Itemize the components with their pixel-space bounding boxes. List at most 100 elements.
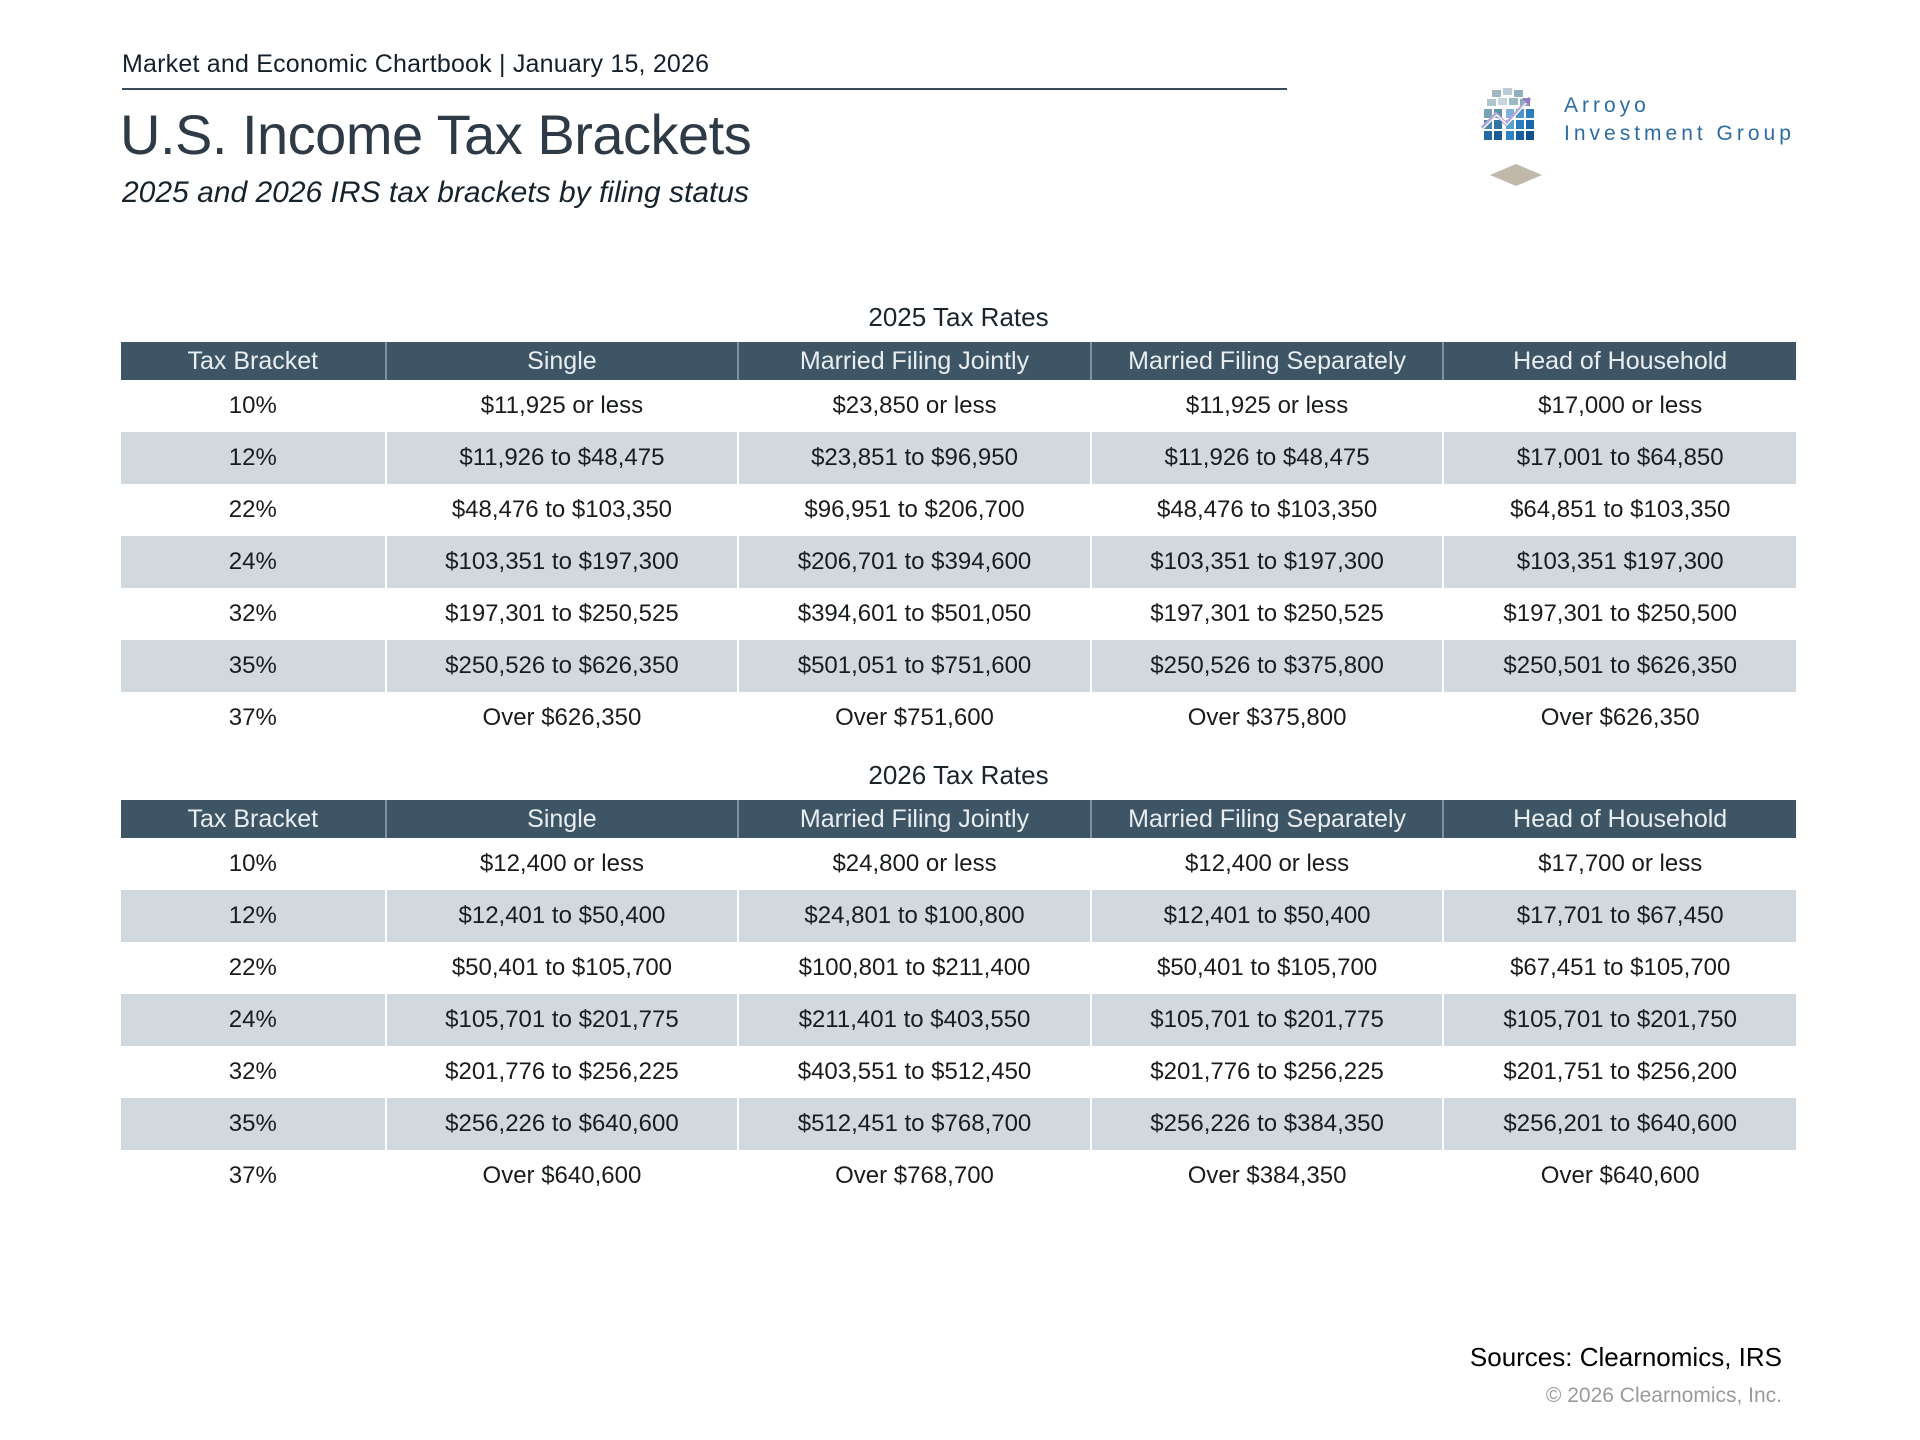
income-range-cell: Over $375,800 — [1089, 692, 1444, 744]
tax-bracket-cell: 22% — [228, 496, 277, 523]
table-title: 2025 Tax Rates — [868, 302, 1049, 332]
income-range-cell: Over $640,600 — [384, 1150, 739, 1202]
income-range-cell: $105,701 to $201,775 — [384, 994, 739, 1046]
arroyo-logo: Arroyo Investment Group — [1478, 86, 1795, 191]
income-range-cell: $197,301 to $250,500 — [1442, 588, 1796, 640]
column-header: Single — [384, 342, 739, 380]
header-divider — [122, 88, 1287, 90]
income-range-cell: $103,351 to $197,300 — [384, 536, 739, 588]
tax-bracket-cell: 22% — [228, 954, 277, 981]
tax-bracket-cell: 12% — [121, 432, 386, 484]
income-range-cell: $103,351 to $197,300 — [1089, 536, 1444, 588]
income-range-cell: $50,401 to $105,700 — [1089, 942, 1444, 994]
page-subtitle: 2025 and 2026 IRS tax brackets by filing… — [122, 176, 750, 209]
income-range-cell: $96,951 to $206,700 — [737, 484, 1091, 536]
tax-bracket-cell: 37% — [228, 704, 277, 731]
income-range-cell: $197,301 to $250,525 — [384, 588, 739, 640]
logo-line1: Arroyo — [1564, 94, 1650, 117]
income-range-cell: $211,401 to $403,550 — [737, 994, 1091, 1046]
table-row: 12% $12,401 to $50,400 $24,801 to $100,800… — [121, 890, 1796, 942]
table-row: 22% $48,476 to $103,350 $96,951 to $206,70… — [121, 484, 1796, 536]
income-range-cell: $105,701 to $201,775 — [1089, 994, 1444, 1046]
table-row: 10% $11,925 or less $23,850 or less $11,925… — [121, 380, 1796, 432]
table-row: 10% $12,400 or less $24,800 or less $12,400… — [121, 838, 1796, 890]
column-header: Head of Household — [1442, 342, 1796, 380]
diamond-shadow-icon — [1490, 164, 1542, 186]
income-range-cell: $48,476 to $103,350 — [1089, 484, 1444, 536]
income-range-cell: $17,701 to $67,450 — [1442, 890, 1796, 942]
income-range-cell: $250,526 to $626,350 — [384, 640, 739, 692]
chartbook-eyebrow: Market and Economic Chartbook | January … — [122, 50, 710, 78]
table-row: 12% $11,926 to $48,475 $23,851 to $96,950 $… — [121, 432, 1796, 484]
income-range-cell: $17,001 to $64,850 — [1442, 432, 1796, 484]
tax-bracket-cell: 37% — [228, 1162, 277, 1189]
income-range-cell: Over $751,600 — [737, 692, 1091, 744]
income-range-cell: $23,851 to $96,950 — [737, 432, 1091, 484]
column-header: Married Filing Separately — [1089, 800, 1444, 838]
income-range-cell: $403,551 to $512,450 — [737, 1046, 1091, 1098]
tax-bracket-cell: 24% — [121, 994, 386, 1046]
income-range-cell: $256,201 to $640,600 — [1442, 1098, 1796, 1150]
cube-chart-logo-icon — [1480, 88, 1534, 140]
income-range-cell: Over $768,700 — [737, 1150, 1091, 1202]
tax-bracket-cell: 32% — [228, 600, 277, 627]
income-range-cell: $11,926 to $48,475 — [1089, 432, 1444, 484]
income-range-cell: $394,601 to $501,050 — [737, 588, 1091, 640]
income-range-cell: Over $640,600 — [1442, 1150, 1796, 1202]
table-header-row: Tax Bracket Single Married Filing Jointly M… — [121, 800, 1796, 838]
income-range-cell: Over $384,350 — [1089, 1150, 1444, 1202]
column-header: Tax Bracket — [121, 800, 386, 838]
table-row: 22% $50,401 to $105,700 $100,801 to $211,4… — [121, 942, 1796, 994]
income-range-cell: $17,000 or less — [1442, 380, 1796, 432]
table-row: 37% Over $626,350 Over $751,600 Over $375,8… — [121, 692, 1796, 744]
table-row: 35% $250,526 to $626,350 $501,051 to $751,… — [121, 640, 1796, 692]
table-title: 2026 Tax Rates — [868, 760, 1049, 790]
income-range-cell: $250,526 to $375,800 — [1089, 640, 1444, 692]
income-range-cell: $11,925 or less — [384, 380, 739, 432]
income-range-cell: $12,401 to $50,400 — [1089, 890, 1444, 942]
income-range-cell: $24,801 to $100,800 — [737, 890, 1091, 942]
income-range-cell: Over $626,350 — [384, 692, 739, 744]
sources-note: Sources: Clearnomics, IRS — [1469, 1342, 1782, 1372]
income-range-cell: $100,801 to $211,400 — [737, 942, 1091, 994]
income-range-cell: $103,351 $197,300 — [1442, 536, 1796, 588]
tax-bracket-cell: 32% — [228, 1058, 277, 1085]
column-header: Tax Bracket — [121, 342, 386, 380]
tax-bracket-cell: 12% — [121, 890, 386, 942]
tax-bracket-cell: 10% — [228, 392, 277, 419]
income-range-cell: $50,401 to $105,700 — [384, 942, 739, 994]
income-range-cell: $11,926 to $48,475 — [384, 432, 739, 484]
income-range-cell: $12,401 to $50,400 — [384, 890, 739, 942]
table-row: 24% $105,701 to $201,775 $211,401 to $403,… — [121, 994, 1796, 1046]
income-range-cell: $12,400 or less — [384, 838, 739, 890]
income-range-cell: $48,476 to $103,350 — [384, 484, 739, 536]
tax-bracket-cell: 10% — [228, 850, 277, 877]
income-range-cell: $201,776 to $256,225 — [384, 1046, 739, 1098]
column-header: Single — [384, 800, 739, 838]
logo-wordmark: Arroyo Investment Group — [1564, 92, 1795, 149]
income-range-cell: $256,226 to $640,600 — [384, 1098, 739, 1150]
income-range-cell: $512,451 to $768,700 — [737, 1098, 1091, 1150]
table-row: 32% $197,301 to $250,525 $394,601 to $501,… — [121, 588, 1796, 640]
page-title: U.S. Income Tax Brackets — [120, 103, 752, 166]
income-range-cell: $256,226 to $384,350 — [1089, 1098, 1444, 1150]
column-header: Head of Household — [1442, 800, 1796, 838]
table-row: 24% $103,351 to $197,300 $206,701 to $394,… — [121, 536, 1796, 588]
table-row: 37% Over $640,600 Over $768,700 Over $384,3… — [121, 1150, 1796, 1202]
tax-table-2026: 2026 Tax Rates Tax Bracket Single Married … — [121, 760, 1796, 1202]
column-header: Married Filing Separately — [1089, 342, 1444, 380]
copyright-note: © 2026 Clearnomics, Inc. — [1545, 1384, 1782, 1407]
income-range-cell: $250,501 to $626,350 — [1442, 640, 1796, 692]
column-header: Married Filing Jointly — [737, 342, 1091, 380]
income-range-cell: $501,051 to $751,600 — [737, 640, 1091, 692]
income-range-cell: $201,776 to $256,225 — [1089, 1046, 1444, 1098]
income-range-cell: $201,751 to $256,200 — [1442, 1046, 1796, 1098]
income-range-cell: $64,851 to $103,350 — [1442, 484, 1796, 536]
income-range-cell: $197,301 to $250,525 — [1089, 588, 1444, 640]
income-range-cell: $12,400 or less — [1089, 838, 1444, 890]
income-range-cell: Over $626,350 — [1442, 692, 1796, 744]
tax-rates-table-2025: Tax Bracket Single Married Filing Jointly M… — [121, 342, 1796, 744]
income-range-cell: $23,850 or less — [737, 380, 1091, 432]
tax-bracket-cell: 35% — [121, 640, 386, 692]
